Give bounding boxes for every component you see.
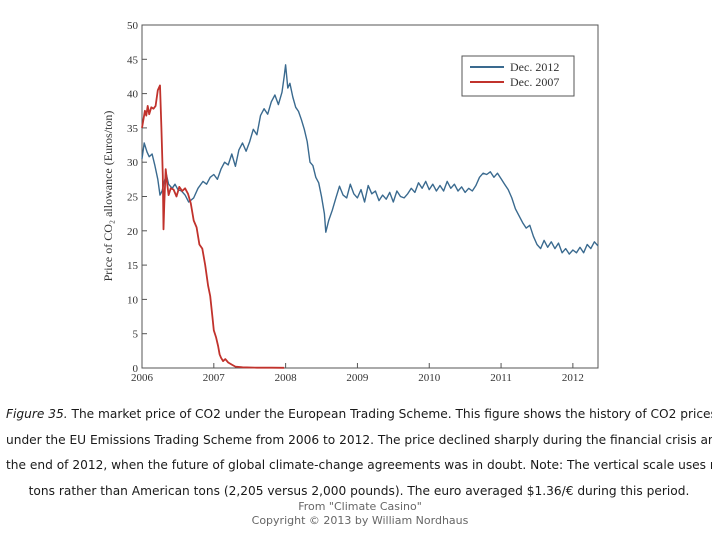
y-tick-label: 25 <box>127 192 139 204</box>
y-tick-label: 30 <box>127 157 139 169</box>
chart-canvas: 0 5 10 15 20 25 30 35 40 45 50 2006 2007 2008 2009 2010… <box>101 20 599 384</box>
caption-line-1-text: The market price of CO2 under the Europe… <box>67 407 712 421</box>
legend-label: Dec. 2007 <box>510 75 559 89</box>
y-tick-label: 50 <box>127 20 139 32</box>
x-tick-label: 2011 <box>490 372 512 384</box>
y-tick-label: 35 <box>127 123 139 135</box>
x-tick-label: 2006 <box>131 372 154 384</box>
y-tick-label: 5 <box>133 329 139 341</box>
x-tick-label: 2008 <box>275 372 298 384</box>
x-tick-label: 2009 <box>346 372 369 384</box>
y-tick-label: 15 <box>127 260 139 272</box>
chart-series-lines <box>141 64 599 369</box>
caption-line-3: the end of 2012, when the future of glob… <box>6 458 712 472</box>
y-tick-label: 0 <box>133 363 139 375</box>
figure-label: Figure 35. <box>6 407 68 421</box>
chart-ticks: 0 5 10 15 20 25 30 35 40 45 50 2006 2007 2008 2009 2010… <box>127 20 584 384</box>
series-line-dec-2012 <box>141 64 599 255</box>
x-tick-label: 2012 <box>562 372 584 384</box>
caption-line-1: Figure 35. The market price of CO2 under… <box>6 402 712 428</box>
x-tick-label: 2010 <box>418 372 441 384</box>
legend-label: Dec. 2012 <box>510 60 559 74</box>
credit-line-1: From "Climate Casino" <box>298 500 422 513</box>
caption-line-2: under the EU Emissions Trading Scheme fr… <box>6 432 712 447</box>
series-line-dec-2007 <box>141 84 285 369</box>
caption-line-4: tons rather than American tons (2,205 ve… <box>28 483 690 498</box>
y-tick-label: 40 <box>127 89 139 101</box>
y-tick-label: 20 <box>127 226 139 238</box>
source-credit: From "Climate Casino" Copyright © 2013 b… <box>0 500 720 528</box>
credit-line-2: Copyright © 2013 by William Nordhaus <box>251 514 469 527</box>
y-tick-label: 10 <box>127 294 139 306</box>
legend-box <box>461 55 575 97</box>
y-axis-label: Price of CO₂ allowance (Euros/ton) <box>101 111 115 282</box>
co2-price-chart: 0 5 10 15 20 25 30 35 40 45 50 2006 2007 2008 2009 2010… <box>101 20 599 384</box>
figure-caption: Figure 35. The market price of CO2 under… <box>6 402 712 504</box>
y-tick-label: 45 <box>127 54 139 66</box>
x-tick-label: 2007 <box>203 372 226 384</box>
